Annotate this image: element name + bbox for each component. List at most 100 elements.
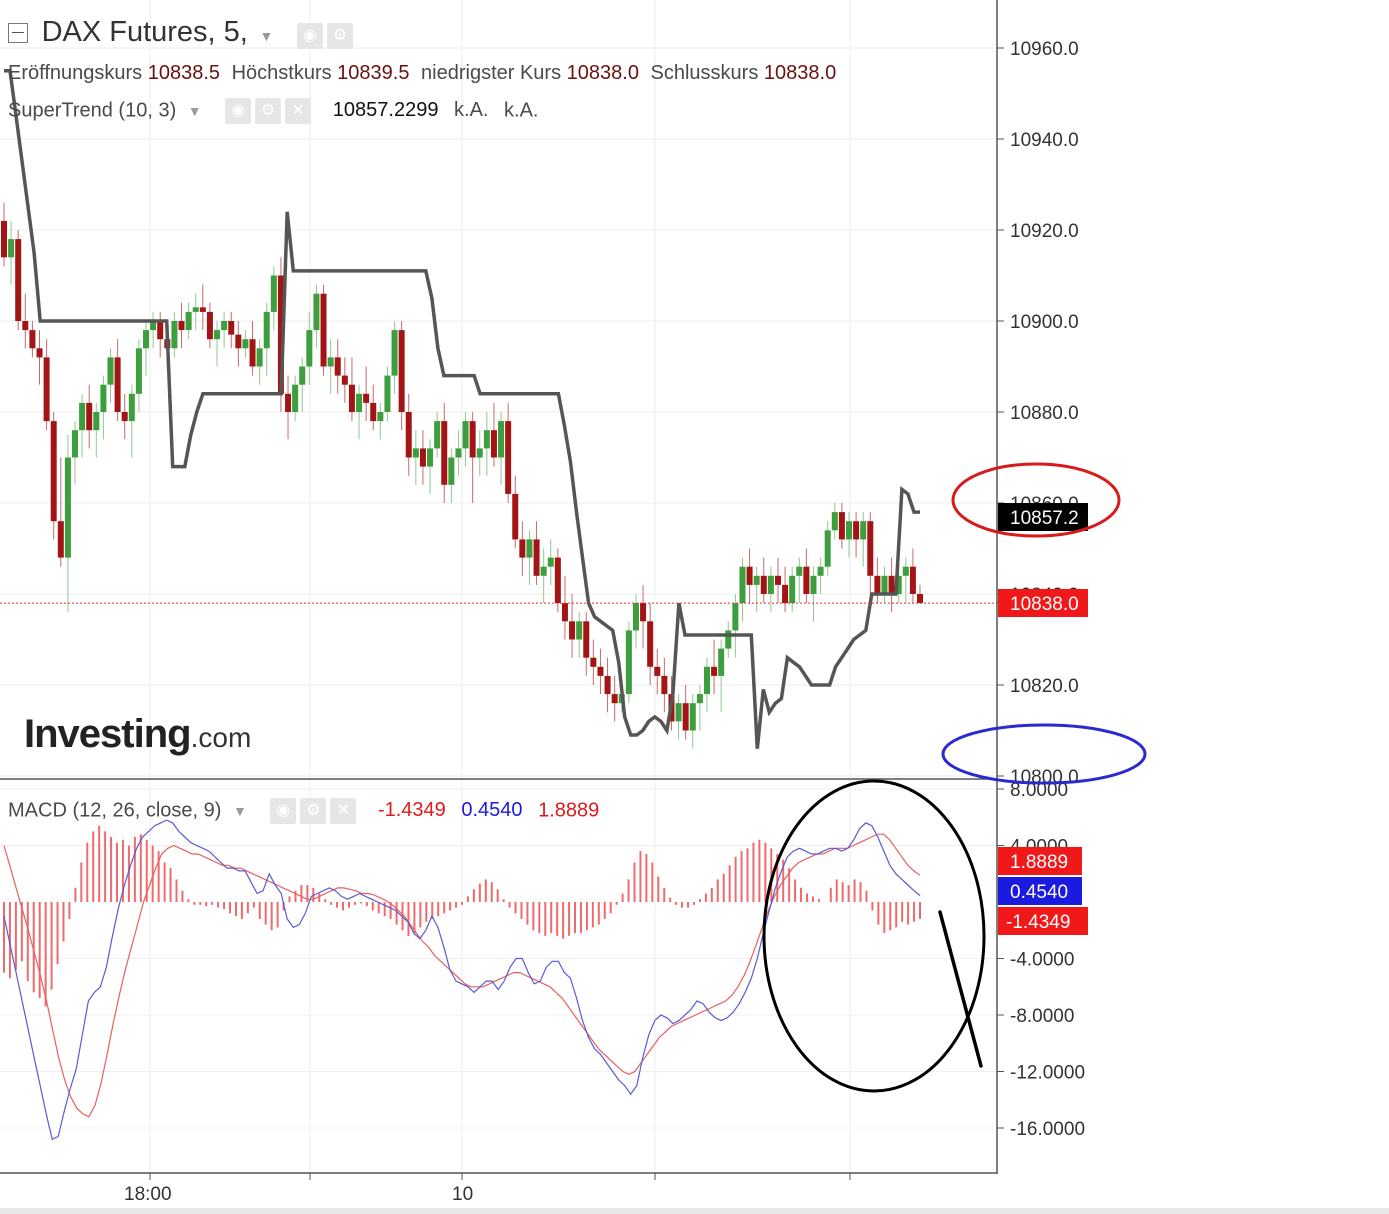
candle-body [313,293,320,331]
last-price-badge [998,589,1088,617]
candle-body [15,239,22,321]
candle-body [114,357,121,412]
candle-body [533,539,540,576]
candle-body [526,539,533,558]
candle-body [732,603,739,631]
candle-body [299,366,306,385]
candle-body [512,493,519,540]
candle-body [448,457,455,485]
candle-body [121,412,128,422]
candle-body [554,557,561,604]
candle-body [675,703,682,722]
candle-body [214,330,221,340]
ohlc-low-label: niedrigster Kurs [421,62,562,84]
candle-body [398,330,405,412]
candle-body [874,575,881,594]
candle-body [810,575,817,594]
candle-body [157,321,164,340]
supertrend-label: SuperTrend (10, 3) [8,99,177,122]
candle-body [50,421,57,522]
price-axis-ticks: 10960.010940.010920.010900.010880.010860… [997,39,1079,788]
candle-body [583,621,590,658]
supertrend-na-2: k.A. [504,99,539,122]
ohlc-close-value: 10838.0 [763,62,837,84]
candle-body [476,448,483,458]
candle-body [306,330,313,367]
candle-body [412,448,419,458]
red-annotation-ellipse [951,462,1121,538]
candle-body [654,666,661,676]
candle-body [917,594,923,604]
candle-body [647,621,654,667]
candle-body [590,657,597,667]
macd-tick-label: -8.0000 [1010,1006,1074,1027]
grid [0,0,997,1173]
candle-body [576,621,583,640]
candle-body [327,357,334,367]
macd-axis-ticks: 8.00004.0000-4.0000-8.0000-12.0000-16.00… [997,780,1085,1140]
price-tick-label: 10940.0 [1010,130,1079,151]
chevron-down-icon[interactable]: ▼ [259,27,274,44]
candle-body [178,321,185,331]
candle-body [57,521,64,558]
chevron-down-icon[interactable]: ▼ [187,103,202,119]
close-icon[interactable]: ✕ [285,98,312,124]
candle-body [206,311,213,340]
eye-icon[interactable]: ◉ [270,798,297,824]
supertrend-badge-text: 10857.2 [1010,508,1079,529]
candle-body [483,430,490,449]
macd-signal-line [3,833,921,1118]
macd-legend: MACD (12, 26, close, 9) ▼ ◉ ⚙ ✕ -1.4349 0.… [8,798,599,824]
candle-body [36,348,43,358]
candle-body [277,275,284,394]
candle-body [838,512,845,540]
close-icon[interactable]: ✕ [330,798,357,824]
candle-body [625,630,632,695]
candle-body [377,412,384,422]
eye-icon[interactable]: ◉ [225,98,252,124]
candle-body [143,330,150,349]
candle-body [128,393,135,422]
ohlc-high-label: Höchstkurs [231,62,332,84]
candle-body [498,421,505,458]
macd-line-badge-text: 0.4540 [1010,882,1068,903]
macd-signal-badge-text: 1.8889 [1010,852,1068,873]
gear-icon[interactable]: ⚙ [255,98,282,124]
candle-body [888,575,895,594]
candle-body [661,675,668,695]
ohlc-legend: Eröffnungskurs 10838.5 Höchstkurs 10839.… [8,62,842,85]
price-tick-label: 10920.0 [1010,221,1079,242]
eye-icon[interactable]: ◉ [296,22,323,49]
candle-body [909,566,916,594]
candle-body [817,566,824,576]
macd-tick-label: -12.0000 [1010,1063,1085,1084]
candle-body [774,575,781,585]
macd-value-hist: -1.4349 [377,799,446,822]
candle-body [86,402,93,431]
candle-body [405,412,412,458]
candle-body [895,575,902,594]
candle-body [739,566,746,604]
candle-body [831,512,838,531]
time-label-10: 10 [452,1184,473,1205]
candle-body [469,421,476,458]
investing-logo: Investing.com [24,712,251,757]
gear-icon[interactable]: ⚙ [300,798,327,824]
candle-body [192,307,199,312]
black-annotation-stroke [938,910,983,1068]
candle-body [853,521,860,540]
candle-body [100,384,107,412]
ohlc-open-value: 10838.5 [147,62,221,84]
gear-icon[interactable]: ⚙ [326,22,353,49]
candle-body [703,666,710,695]
candle-body [689,703,696,731]
collapse-icon[interactable] [8,22,28,43]
candle-body [746,566,753,585]
candle-body [320,293,327,367]
chevron-down-icon[interactable]: ▼ [232,803,247,819]
candle-body [569,621,576,640]
logo-brand: Investing [24,712,192,756]
candle-body [363,393,370,403]
symbol-title: DAX Futures, 5, [41,16,248,48]
